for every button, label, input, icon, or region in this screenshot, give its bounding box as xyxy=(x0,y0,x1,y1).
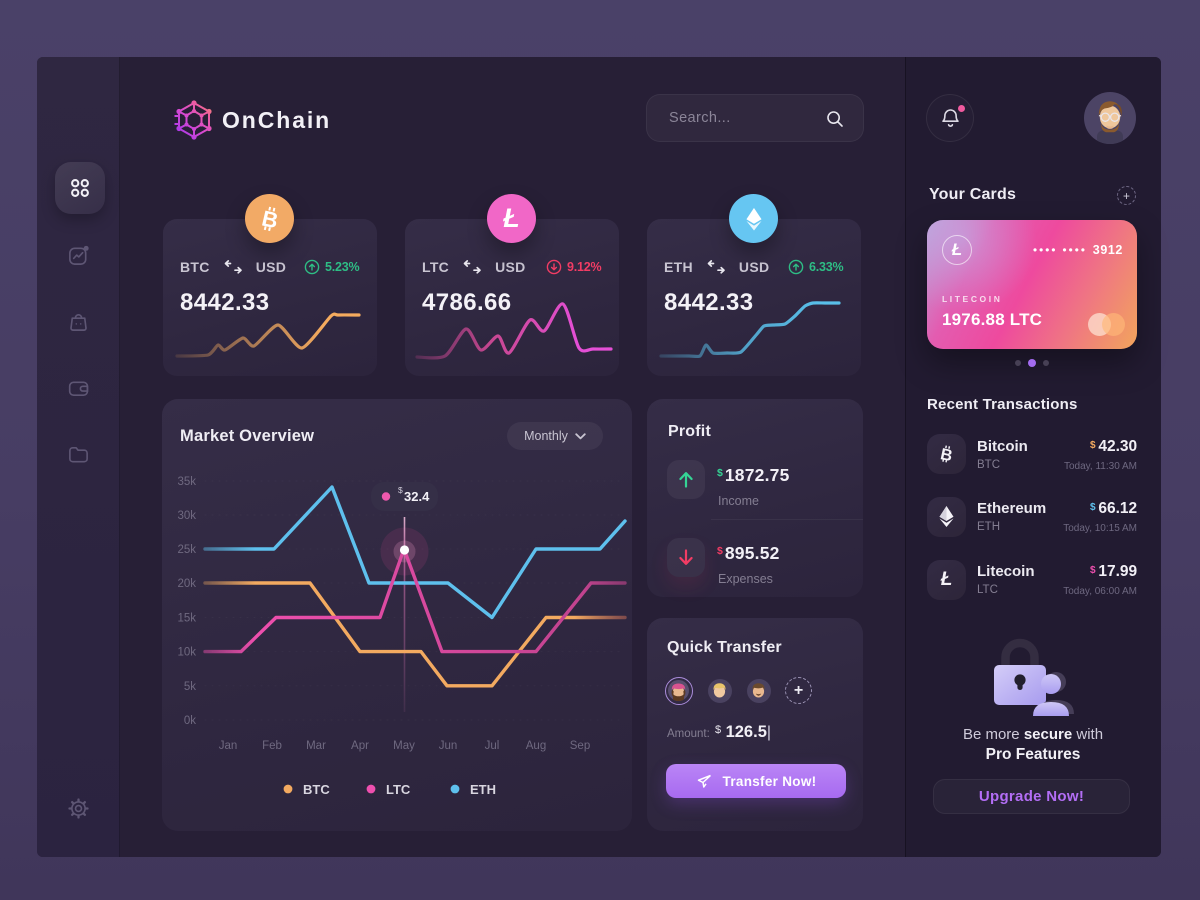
svg-text:5k: 5k xyxy=(184,681,196,693)
svg-text:Mar: Mar xyxy=(306,740,326,752)
svg-text:$: $ xyxy=(398,485,403,495)
svg-text:Sep: Sep xyxy=(570,740,590,752)
svg-text:20k: 20k xyxy=(177,578,196,590)
svg-text:30k: 30k xyxy=(177,510,196,522)
svg-text:Aug: Aug xyxy=(526,740,546,752)
svg-text:LTC: LTC xyxy=(386,782,411,797)
svg-text:Jan: Jan xyxy=(219,740,238,752)
svg-text:32.4: 32.4 xyxy=(404,489,430,504)
svg-text:25k: 25k xyxy=(177,544,196,556)
svg-text:ETH: ETH xyxy=(470,782,496,797)
svg-text:Feb: Feb xyxy=(262,740,282,752)
svg-text:0k: 0k xyxy=(184,715,196,727)
svg-text:Jul: Jul xyxy=(485,740,500,752)
svg-text:35k: 35k xyxy=(177,476,196,488)
svg-text:Jun: Jun xyxy=(439,740,458,752)
svg-text:Apr: Apr xyxy=(351,740,369,752)
svg-text:May: May xyxy=(393,740,415,752)
svg-text:BTC: BTC xyxy=(303,782,330,797)
svg-text:10k: 10k xyxy=(177,647,196,659)
svg-text:15k: 15k xyxy=(177,613,196,625)
